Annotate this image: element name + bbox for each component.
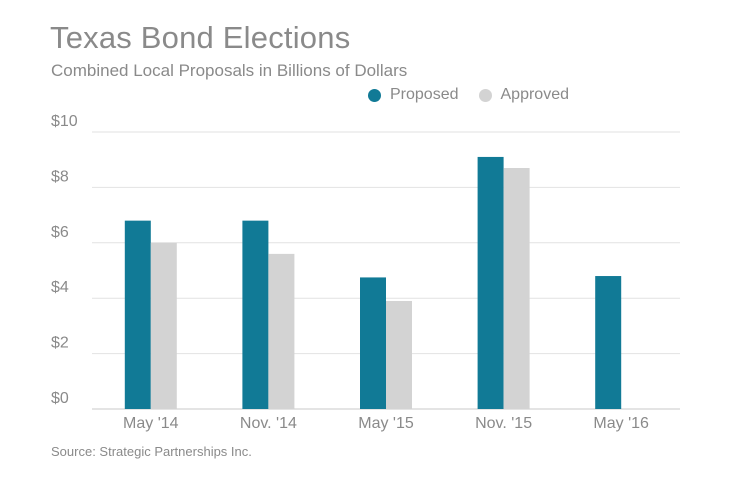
y-tick-label: $4 [51, 279, 69, 296]
y-tick-label: $6 [51, 224, 69, 241]
bar-approved-1 [268, 253, 295, 409]
x-tick-label: May '15 [358, 415, 414, 432]
x-tick-label: May '14 [123, 415, 179, 432]
legend-swatch-approved [478, 88, 492, 102]
bar-proposed-3 [477, 156, 504, 409]
x-tick-label: Nov. '14 [240, 415, 297, 432]
legend-item-proposed: Proposed [368, 86, 459, 104]
y-tick-label: $10 [51, 113, 78, 130]
chart-legend: Proposed Approved [368, 86, 589, 104]
bar-approved-2 [386, 300, 412, 409]
legend-label-approved: Approved [500, 86, 570, 103]
x-tick-label: Nov. '15 [475, 415, 532, 432]
bar-approved-0 [150, 242, 177, 409]
legend-swatch-proposed [368, 88, 381, 102]
bar-approved-3 [503, 168, 530, 409]
legend-item-approved: Approved [478, 86, 570, 104]
y-tick-label: $8 [51, 168, 69, 185]
chart-subtitle: Combined Local Proposals in Billions of … [51, 61, 408, 80]
bar-proposed-4 [595, 276, 622, 409]
source-note: Source: Strategic Partnerships Inc. [51, 444, 252, 459]
bar-proposed-1 [242, 220, 269, 409]
bar-proposed-0 [124, 220, 151, 409]
chart-title: Texas Bond Elections [50, 20, 351, 55]
y-tick-label: $0 [51, 390, 69, 407]
bar-proposed-2 [360, 277, 386, 409]
x-tick-label: May '16 [593, 415, 649, 432]
y-tick-label: $2 [51, 335, 69, 352]
legend-label-proposed: Proposed [390, 86, 459, 103]
